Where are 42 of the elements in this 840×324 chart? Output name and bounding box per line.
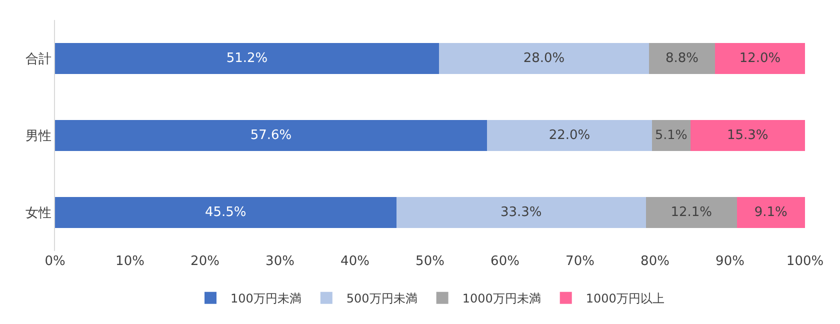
bar: [715, 43, 805, 74]
x-tick-label: 60%: [490, 254, 520, 269]
data-label: 9.1%: [754, 205, 788, 220]
legend-label: 100万円未満: [230, 292, 302, 306]
data-label: 22.0%: [548, 128, 590, 143]
x-tick-label: 50%: [416, 254, 444, 269]
bar: [652, 120, 690, 151]
legend-label: 500万円未満: [346, 292, 418, 306]
data-label: 45.5%: [204, 205, 246, 220]
data-label: 12.1%: [670, 205, 712, 220]
x-tick-label: 0%: [44, 254, 66, 269]
x-tick-label: 80%: [640, 254, 670, 269]
x-tick-label: 100%: [786, 254, 824, 269]
data-label: 57.6%: [250, 128, 292, 143]
bar: [55, 120, 487, 151]
data-label: 15.3%: [726, 128, 768, 143]
data-label: 5.1%: [655, 126, 688, 142]
y-tick-label: 女性: [25, 206, 52, 222]
bar: [396, 197, 646, 228]
y-tick-label: 男性: [25, 129, 52, 144]
bar: [55, 43, 439, 74]
x-tick-label: 30%: [266, 254, 294, 269]
x-tick-label: 70%: [566, 254, 594, 269]
x-tick-label: 10%: [116, 254, 144, 269]
legend-label: 1000万円以上: [586, 292, 664, 306]
bar: [487, 120, 652, 151]
bar: [649, 43, 715, 74]
x-tick-label: 20%: [190, 254, 220, 269]
x-tick-label: 90%: [716, 254, 744, 269]
bar: [439, 43, 649, 74]
bar: [736, 197, 805, 228]
bar: [646, 197, 737, 228]
bar: [690, 120, 805, 151]
legend-label: 1000万円未満: [462, 292, 541, 306]
data-label: 33.3%: [500, 205, 542, 220]
x-tick-label: 40%: [340, 254, 370, 269]
data-label: 51.2%: [226, 51, 268, 66]
data-label: 12.0%: [739, 51, 781, 66]
y-tick-label: 合計: [25, 52, 52, 68]
data-label: 8.8%: [665, 51, 699, 66]
data-label: 28.0%: [523, 51, 565, 66]
bar: [55, 197, 396, 228]
